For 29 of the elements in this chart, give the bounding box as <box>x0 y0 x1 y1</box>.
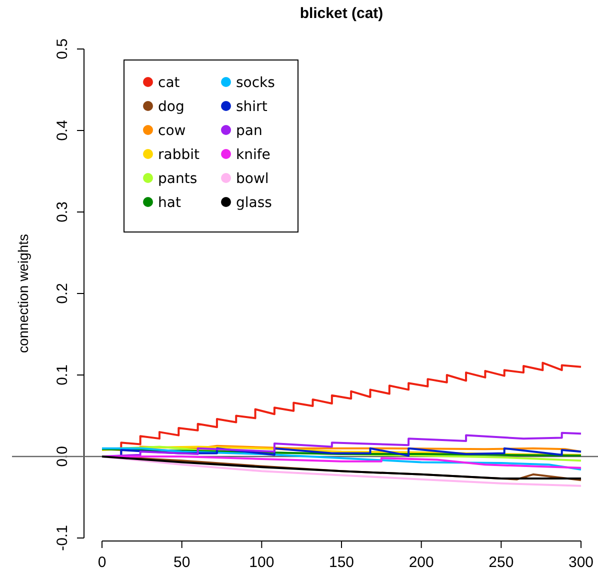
x-tick-label: 250 <box>488 554 514 571</box>
x-tick-label: 150 <box>328 554 354 571</box>
y-tick-label: 0.1 <box>54 364 71 386</box>
y-tick-label: -0.1 <box>54 525 71 551</box>
legend-label: rabbit <box>158 147 200 163</box>
y-tick-label: 0.4 <box>54 120 71 141</box>
y-tick-label: 0.3 <box>54 202 71 222</box>
legend-label: pants <box>158 171 198 187</box>
x-tick-label: 100 <box>249 554 274 571</box>
legend-label: socks <box>236 75 275 91</box>
legend-label: pan <box>236 123 262 139</box>
chart-title: blicket (cat) <box>300 5 384 22</box>
x-tick-label: 50 <box>173 554 190 571</box>
x-tick-label: 300 <box>568 554 594 571</box>
y-tick-label: 0.5 <box>54 38 71 60</box>
y-tick-label: 0.0 <box>54 446 71 467</box>
legend-label: bowl <box>236 171 269 187</box>
legend-label: glass <box>236 195 272 211</box>
x-tick-label: 200 <box>408 554 434 571</box>
legend-label: hat <box>158 195 182 211</box>
y-tick-label: 0.2 <box>54 283 71 304</box>
legend-label: shirt <box>236 99 268 115</box>
line-series <box>101 447 582 471</box>
legend-label: cat <box>158 75 180 91</box>
legend-label: knife <box>236 147 270 163</box>
x-tick-label: 0 <box>98 554 106 571</box>
legend-label: cow <box>158 123 186 139</box>
legend-label: dog <box>158 99 184 115</box>
y-axis-title: connection weights <box>15 234 31 354</box>
